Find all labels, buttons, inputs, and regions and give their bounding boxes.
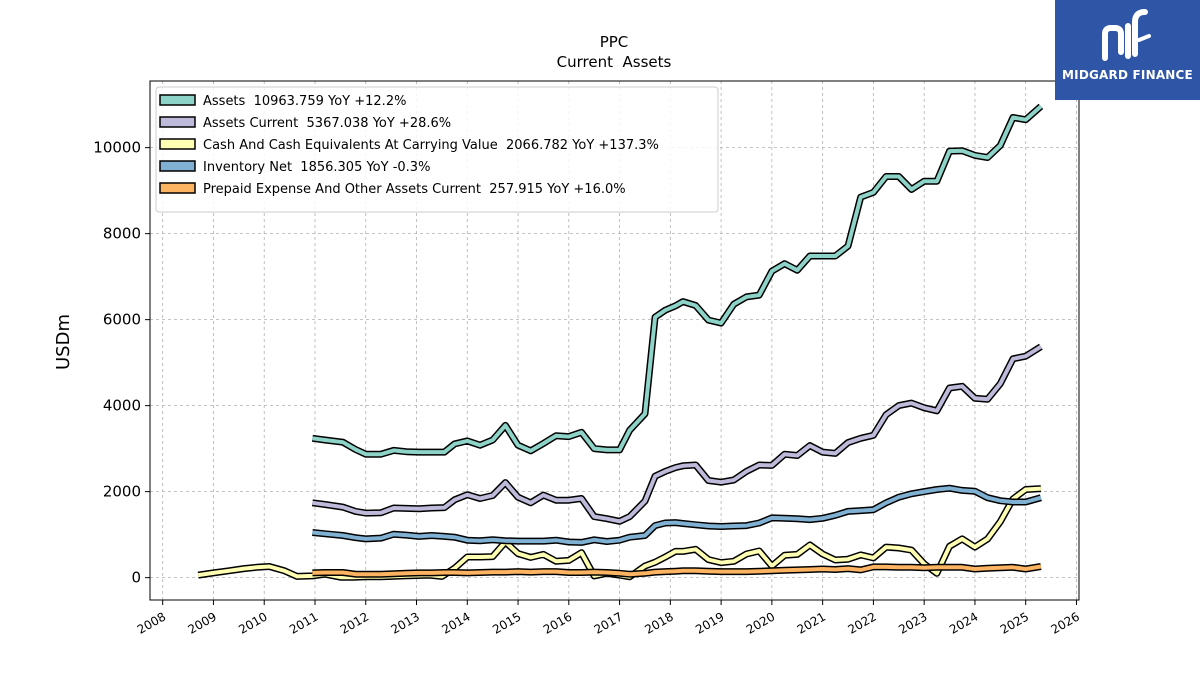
series-line-0 bbox=[312, 104, 1043, 457]
series-line-4 bbox=[312, 564, 1042, 577]
y-tick-label: 0 bbox=[131, 569, 141, 587]
brand-logo-text: MIDGARD FINANCE bbox=[1062, 68, 1193, 82]
legend-label-3: Inventory Net 1856.305 YoY -0.3% bbox=[203, 160, 430, 175]
chart-subtitle: Current Assets bbox=[557, 53, 672, 71]
legend-swatch-0 bbox=[159, 94, 196, 106]
legend-swatch-4 bbox=[159, 182, 196, 194]
legend-label-4: Prepaid Expense And Other Assets Current… bbox=[203, 182, 626, 197]
brand-logo-mark-icon bbox=[1102, 9, 1151, 61]
y-tick-label: 2000 bbox=[103, 483, 141, 501]
y-tick-label: 6000 bbox=[103, 311, 141, 329]
brand-logo: MIDGARD FINANCE bbox=[1055, 0, 1200, 100]
legend-label-0: Assets 10963.759 YoY +12.2% bbox=[203, 94, 406, 109]
legend-box bbox=[155, 86, 719, 213]
y-axis-label: USDm bbox=[53, 314, 74, 370]
legend-label-2: Cash And Cash Equivalents At Carrying Va… bbox=[203, 138, 659, 153]
series-line-3 bbox=[312, 486, 1042, 545]
legend-swatch-1 bbox=[159, 116, 196, 128]
plot-area-frame bbox=[149, 80, 1080, 601]
series-lines bbox=[197, 103, 1044, 581]
series-line-1 bbox=[312, 345, 1042, 524]
chart-title: PPC bbox=[600, 33, 629, 51]
y-tick-label: 4000 bbox=[103, 397, 141, 415]
y-tick-label: 10000 bbox=[93, 139, 141, 157]
legend-swatch-3 bbox=[159, 160, 196, 172]
legend: Assets 10963.759 YoY +12.2% Assets Curren… bbox=[155, 86, 719, 213]
legend-label-1: Assets Current 5367.038 YoY +28.6% bbox=[203, 116, 451, 131]
legend-swatch-2 bbox=[159, 138, 196, 150]
y-tick-label: 8000 bbox=[103, 225, 141, 243]
